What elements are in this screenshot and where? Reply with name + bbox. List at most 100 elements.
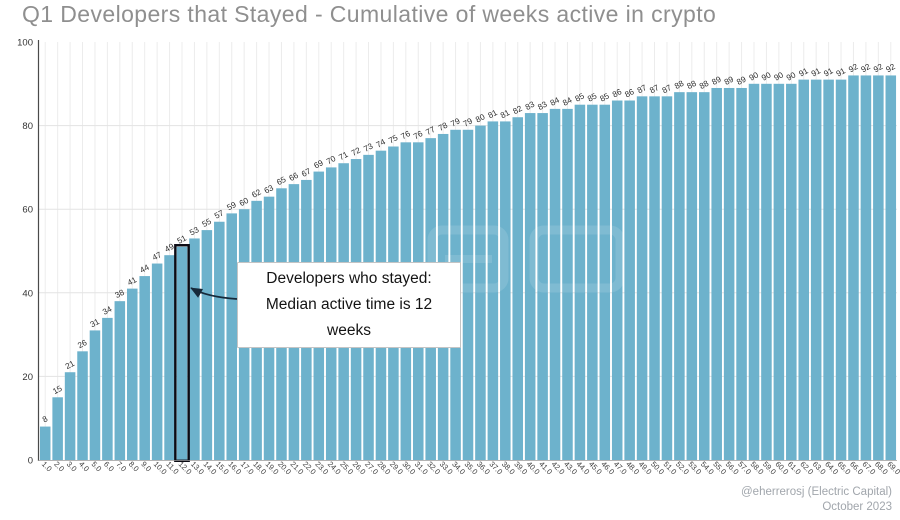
bar-value-label: 84 — [561, 95, 574, 107]
annotation-box: Developers who stayed: Median active tim… — [237, 262, 461, 348]
bar-value-label: 91 — [822, 66, 835, 78]
x-tick-label: 42.0 — [550, 460, 567, 477]
bar-value-label: 62 — [250, 187, 263, 199]
x-tick-label: 14.0 — [201, 460, 218, 477]
bar — [151, 263, 163, 460]
bar-value-label: 92 — [860, 62, 873, 74]
x-tick-label: 31.0 — [413, 460, 430, 477]
x-tick-label: 3.0 — [65, 460, 79, 474]
x-axis-tick-labels: 1.02.03.04.05.06.07.08.09.010.011.012.01… — [40, 460, 900, 477]
x-tick-label: 33.0 — [438, 460, 455, 477]
x-tick-label: 66.0 — [848, 460, 865, 477]
bar — [77, 351, 88, 460]
x-tick-label: 50.0 — [649, 460, 666, 477]
bar-value-label: 90 — [773, 70, 786, 82]
bar-value-label: 69 — [312, 158, 325, 170]
bar-value-label: 31 — [89, 317, 102, 329]
bar-value-label: 53 — [188, 225, 201, 237]
bar — [611, 100, 623, 461]
bar-value-label: 79 — [449, 116, 462, 128]
x-tick-label: 24.0 — [326, 460, 343, 477]
watermark-logo — [427, 225, 625, 293]
bar — [226, 213, 238, 460]
bar — [562, 108, 573, 460]
x-tick-label: 19.0 — [264, 460, 281, 477]
x-tick-label: 4.0 — [77, 460, 91, 474]
x-tick-label: 64.0 — [823, 460, 840, 477]
annotation-line: Median active time is 12 — [265, 296, 433, 313]
bar-value-label: 90 — [785, 70, 798, 82]
x-tick-label: 10.0 — [152, 460, 169, 477]
bar — [102, 317, 113, 460]
y-tick-label: 80 — [22, 121, 33, 132]
x-tick-label: 51.0 — [662, 460, 679, 477]
x-tick-label: 13.0 — [189, 460, 206, 477]
x-tick-label: 5.0 — [90, 460, 104, 474]
bar — [649, 96, 660, 460]
bar — [52, 397, 63, 460]
x-tick-label: 55.0 — [711, 460, 728, 477]
bar — [848, 75, 859, 460]
bar-value-label: 88 — [698, 79, 711, 91]
bar-value-label: 51 — [176, 233, 189, 245]
bar — [711, 87, 722, 460]
x-tick-label: 11.0 — [164, 460, 180, 476]
bar — [786, 83, 797, 461]
x-tick-label: 28.0 — [376, 460, 393, 477]
x-tick-label: 21.0 — [288, 460, 305, 477]
x-tick-label: 52.0 — [674, 460, 691, 477]
bar — [549, 108, 561, 460]
bar — [686, 92, 698, 460]
bar — [64, 372, 76, 460]
x-tick-label: 36.0 — [475, 460, 492, 477]
bar — [723, 87, 735, 460]
bar — [574, 104, 586, 460]
x-tick-label: 61.0 — [786, 460, 803, 477]
y-tick-label: 20 — [22, 372, 33, 383]
bar — [736, 87, 747, 460]
bar — [798, 79, 810, 461]
x-tick-label: 62.0 — [798, 460, 815, 477]
bar — [885, 75, 897, 460]
y-tick-label: 100 — [17, 38, 33, 49]
bar-value-label: 87 — [636, 83, 649, 95]
bar-value-label: 26 — [76, 338, 89, 350]
bar-value-label: 88 — [686, 79, 699, 91]
bar-value-label: 91 — [797, 66, 810, 78]
x-tick-label: 37.0 — [487, 460, 504, 477]
bar — [487, 121, 499, 461]
bar-value-label: 81 — [487, 108, 500, 120]
y-tick-label: 40 — [22, 288, 33, 299]
x-tick-label: 25.0 — [338, 460, 355, 477]
bar-value-label: 89 — [723, 74, 736, 86]
bar-value-label: 15 — [51, 384, 64, 396]
bar-value-label: 92 — [872, 62, 885, 74]
bar — [860, 75, 872, 460]
x-tick-label: 49.0 — [637, 460, 654, 477]
bar — [587, 104, 598, 460]
bar-value-label: 57 — [213, 208, 226, 220]
x-tick-label: 6.0 — [102, 460, 116, 474]
bar-value-label: 92 — [847, 62, 860, 74]
x-tick-label: 67.0 — [860, 460, 877, 477]
x-tick-label: 65.0 — [836, 460, 853, 477]
bar-value-label: 72 — [350, 146, 363, 158]
annotation-arrow — [190, 287, 238, 300]
bar-value-label: 44 — [138, 263, 151, 275]
bar-value-label: 41 — [126, 275, 139, 287]
bar — [176, 246, 188, 460]
bar-value-label: 60 — [238, 196, 251, 208]
credit-date: October 2023 — [822, 501, 892, 513]
bar — [89, 330, 101, 460]
x-tick-label: 35.0 — [463, 460, 480, 477]
bar-value-label: 83 — [524, 100, 537, 112]
bar-value-label: 85 — [586, 91, 599, 103]
y-axis-tick-labels: 0 20 40 60 80 100 — [17, 38, 33, 467]
bar-value-label: 66 — [288, 171, 301, 183]
bar-value-label: 88 — [673, 79, 686, 91]
x-tick-label: 26.0 — [351, 460, 368, 477]
bar — [661, 96, 673, 460]
x-tick-label: 69.0 — [885, 460, 900, 477]
x-tick-label: 7.0 — [114, 460, 128, 474]
bar-value-label: 38 — [114, 288, 127, 300]
